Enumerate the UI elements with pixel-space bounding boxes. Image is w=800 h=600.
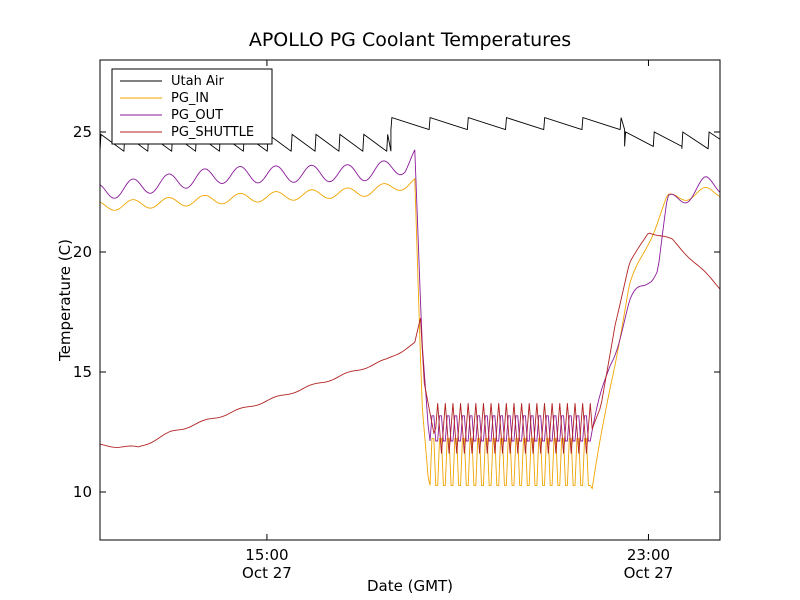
x-axis-label: Date (GMT)	[367, 577, 453, 595]
legend-label: PG_IN	[171, 91, 209, 106]
legend-label: Utah Air	[171, 74, 224, 89]
series-line-pg-in	[100, 177, 720, 490]
legend-label: PG_SHUTTLE	[171, 125, 254, 140]
x-tick-label-date: Oct 27	[242, 564, 292, 582]
y-tick-label: 20	[73, 243, 92, 261]
series-line-utah-air	[100, 116, 720, 152]
series-line-pg-shuttle	[100, 232, 720, 454]
y-axis-label: Temperature (C)	[56, 239, 74, 362]
y-tick-label: 25	[73, 123, 92, 141]
x-tick-label-time: 15:00	[245, 546, 288, 564]
series-line-pg-out	[100, 149, 720, 442]
series-layer	[100, 116, 720, 490]
legend: Utah Air PG_IN PG_OUT PG_SHUTTLE	[111, 68, 273, 145]
chart-title: APOLLO PG Coolant Temperatures	[249, 29, 571, 51]
legend-label: PG_OUT	[171, 108, 223, 123]
x-tick-label-time: 23:00	[627, 546, 670, 564]
y-tick-label: 15	[73, 363, 92, 381]
y-tick-label: 10	[73, 483, 92, 501]
x-tick-label-date: Oct 27	[624, 564, 674, 582]
plot-frame	[99, 59, 721, 541]
